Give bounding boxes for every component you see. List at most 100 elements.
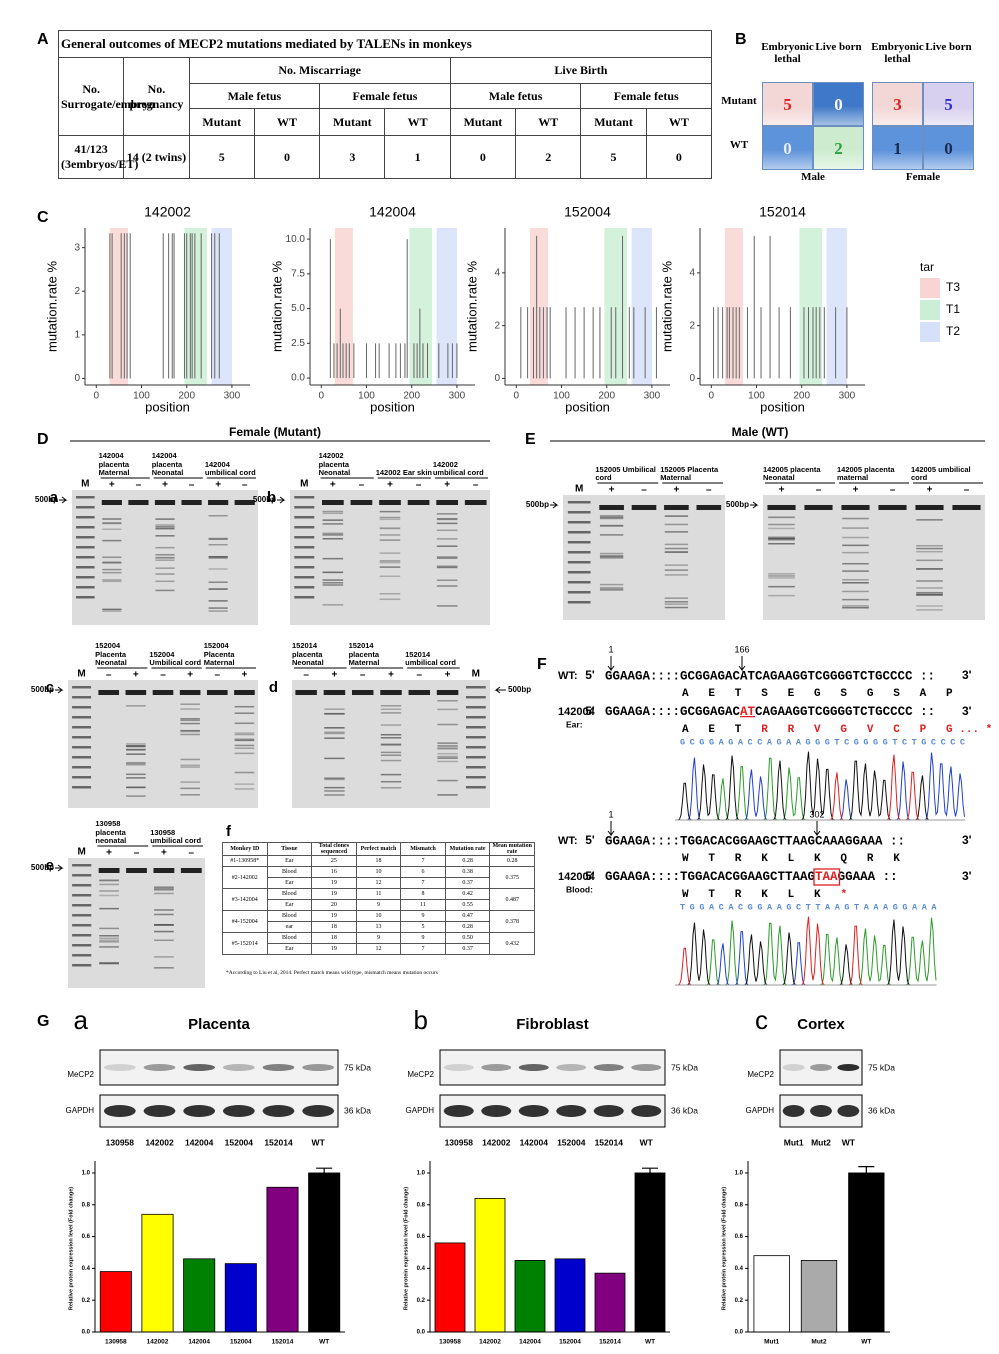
gel-smear xyxy=(323,533,344,535)
blot-control: GAPDH xyxy=(746,1106,775,1115)
lane-label: 142004 xyxy=(520,1137,549,1147)
table-cell: 1 xyxy=(385,136,450,179)
gel-smear xyxy=(323,572,344,574)
blot-band xyxy=(594,1105,624,1117)
table-header: Mutant xyxy=(320,109,385,136)
lane-label: 142002 xyxy=(482,1137,511,1147)
lane-sign: + xyxy=(109,480,115,491)
gel-band xyxy=(804,505,832,510)
blot-size: 75 kDa xyxy=(344,1062,371,1072)
target-region xyxy=(409,228,432,385)
group-label: 152014 placenta Neonatal xyxy=(292,635,349,667)
gel-smear xyxy=(768,573,795,575)
gel-smear xyxy=(437,780,457,782)
group-label: 152014 umbilical cord xyxy=(405,635,462,667)
outcome-table: General outcomes of MECP2 mutations medi… xyxy=(58,30,712,179)
gel-band xyxy=(878,505,906,510)
marker-label: M xyxy=(78,847,86,858)
y-axis-label: Relative protein expression level (Fold … xyxy=(403,1187,409,1310)
gel-smear xyxy=(600,584,623,586)
table-cell: 11 xyxy=(356,889,401,900)
blot-protein: MeCP2 xyxy=(747,1070,774,1079)
amino-acids: A E T S E G S G S A P xyxy=(682,688,953,700)
gel-smear xyxy=(380,566,401,568)
lane-sign: + xyxy=(927,485,933,496)
gel-band xyxy=(436,500,458,505)
table-cell: 5 xyxy=(189,136,254,179)
gel-smear xyxy=(768,575,795,577)
lane-sign: – xyxy=(303,670,309,681)
blot-band xyxy=(104,1064,136,1071)
gel-smear xyxy=(768,516,795,518)
gel-smear xyxy=(380,576,401,578)
ladder-band xyxy=(72,776,91,779)
gel-smear xyxy=(324,727,344,729)
gel-smear xyxy=(154,967,174,969)
gel-smear xyxy=(155,573,174,575)
blot-size: 36 kDa xyxy=(671,1105,698,1115)
target-region xyxy=(184,228,207,385)
gel-smear xyxy=(381,774,401,776)
y-tick-label: 7.5 xyxy=(291,268,305,279)
gel-smear xyxy=(99,928,119,930)
gel-smear xyxy=(768,524,795,526)
bar xyxy=(184,1259,215,1332)
gel-smear xyxy=(381,709,401,711)
gel-smear xyxy=(380,534,401,536)
gel-smear xyxy=(323,604,344,606)
gel-smear xyxy=(126,795,146,797)
gel-smear xyxy=(235,772,255,774)
ladder-band xyxy=(72,884,91,887)
group-label: Female xyxy=(872,172,974,184)
row-header: WT xyxy=(716,140,762,152)
gel-smear xyxy=(842,552,869,554)
gel-smear xyxy=(235,732,255,734)
table-cell: 19 xyxy=(312,911,357,922)
gel-smear xyxy=(102,523,121,525)
x-tick-label: 0 xyxy=(319,391,325,402)
gel-smear xyxy=(180,730,200,732)
blot-band xyxy=(783,1064,805,1071)
table-cell: ear xyxy=(267,922,312,933)
ladder-band xyxy=(294,516,314,519)
table-cell: 12 xyxy=(356,878,401,889)
gel-band xyxy=(409,690,430,695)
gel-smear xyxy=(126,786,146,788)
gel-header: Male (WT) xyxy=(732,425,789,439)
panel-label: G xyxy=(37,1013,49,1030)
table-header: Mutant xyxy=(450,109,515,136)
y-axis-label: Relative protein expression level (Fold … xyxy=(68,1187,74,1310)
size-label: 500bp xyxy=(31,685,54,694)
gel-smear xyxy=(437,556,458,558)
gel-smear xyxy=(126,762,146,764)
gel-smear xyxy=(437,757,457,759)
y-tick-label: 1.0 xyxy=(82,1171,91,1177)
gel-smear xyxy=(102,518,121,520)
blot-band xyxy=(183,1064,215,1071)
size-arrow xyxy=(55,865,62,871)
lane-sign: + xyxy=(779,485,785,496)
y-axis-label: Relative protein expression level (Fold … xyxy=(721,1187,727,1310)
group-label: 142002 umbilical cord xyxy=(433,445,490,477)
gel-smear xyxy=(437,794,457,796)
panel-label: E xyxy=(525,431,536,448)
ladder-band xyxy=(72,914,91,917)
gel-smear xyxy=(99,938,119,940)
gel-band xyxy=(102,500,122,505)
y-tick-label: 0.6 xyxy=(82,1234,91,1240)
gel-smear xyxy=(665,597,688,599)
gel-smear xyxy=(180,759,200,761)
gel-band xyxy=(153,690,174,695)
lane-sign: – xyxy=(359,480,365,491)
ladder-band xyxy=(76,596,95,599)
table-cell: Ear xyxy=(267,878,312,889)
table-cell: 0 xyxy=(254,136,319,179)
gel-smear xyxy=(324,758,344,760)
table-cell: 0.432 xyxy=(490,933,535,955)
lane-sign: + xyxy=(444,480,450,491)
gel-smear xyxy=(180,788,200,790)
lane-sign: + xyxy=(332,670,338,681)
gel-smear xyxy=(323,519,344,521)
gel-band xyxy=(155,500,175,505)
size-arrow xyxy=(59,497,66,503)
